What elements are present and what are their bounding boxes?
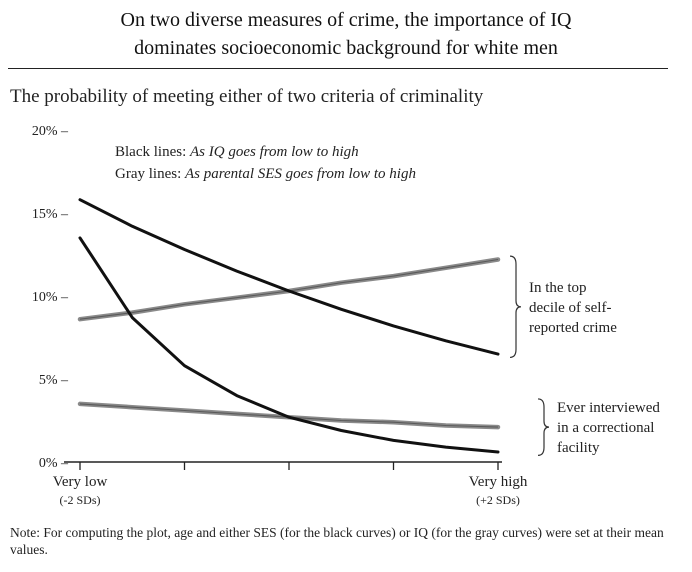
legend-black-label: Black lines: — [115, 144, 187, 160]
legend-black: Black lines: As IQ goes from low to high — [115, 144, 359, 161]
chart-subtitle: The probability of meeting either of two… — [10, 86, 484, 107]
annotation-1-line-2: facility — [557, 440, 600, 456]
annotation-0-line-2: reported crime — [529, 320, 617, 336]
series-line-0 — [78, 198, 500, 356]
title-line-1: On two diverse measures of crime, the im… — [120, 9, 572, 31]
x-max-label: Very high — [469, 474, 528, 490]
y-tick-label-1: 5% – — [39, 373, 69, 388]
title-line-2: dominates socioeconomic background for w… — [134, 37, 558, 59]
annotation-brace-1 — [537, 398, 550, 456]
annotation-1-line-0: Ever interviewed — [557, 400, 660, 416]
legend-gray: Gray lines: As parental SES goes from lo… — [115, 166, 416, 183]
y-tick-label-3: 15% – — [32, 207, 69, 222]
legend-gray-label: Gray lines: — [115, 166, 182, 182]
y-tick-label-0: 0% – — [39, 456, 69, 471]
annotation-0-line-1: decile of self- — [529, 300, 611, 316]
x-max-sub-label: (+2 SDs) — [476, 493, 520, 507]
x-min-label: Very low — [53, 474, 108, 490]
chart-title: On two diverse measures of crime, the im… — [0, 6, 692, 62]
legend-black-desc: As IQ goes from low to high — [190, 144, 359, 160]
chart-note: Note: For computing the plot, age and ei… — [10, 525, 664, 557]
annotation-brace-0 — [509, 255, 522, 359]
title-divider — [8, 68, 668, 69]
series-line-2 — [78, 236, 500, 454]
y-tick-label-4: 20% – — [32, 124, 69, 139]
annotation-1-line-1: in a correctional — [557, 420, 654, 436]
legend-gray-desc: As parental SES goes from low to high — [184, 166, 416, 182]
x-min-sub-label: (-2 SDs) — [60, 493, 101, 507]
series-line-1 — [77, 257, 501, 322]
y-tick-label-2: 10% – — [32, 290, 69, 305]
annotation-0-line-0: In the top — [529, 280, 587, 296]
